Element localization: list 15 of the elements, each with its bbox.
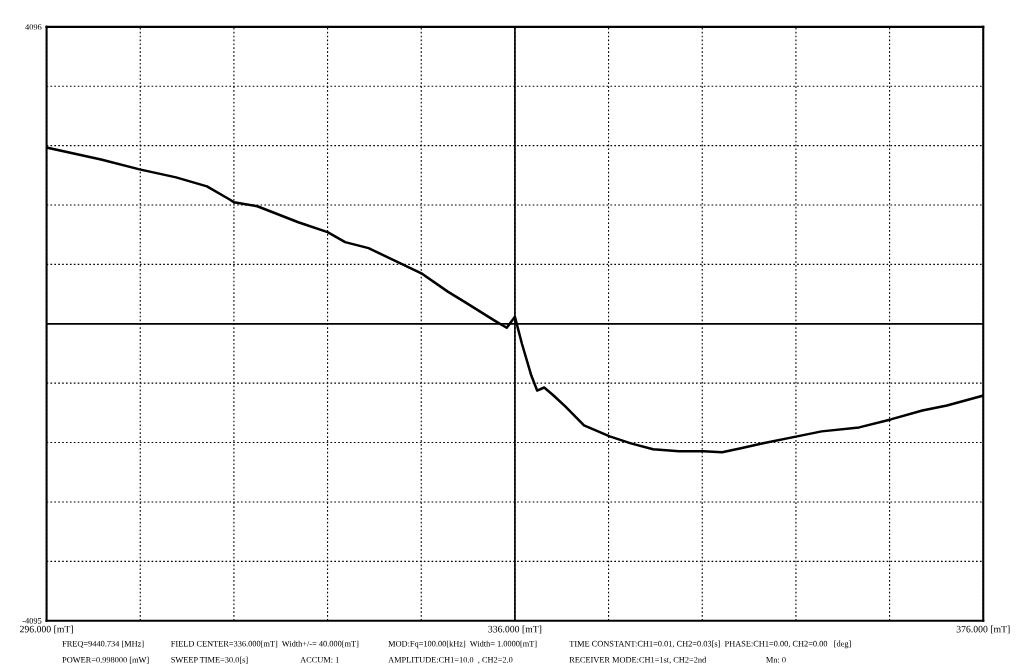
text: ACCUM: 1 (300, 657, 339, 663)
y-tick-label: -4095 (22, 618, 42, 624)
text: MOD:Fq=100.00[kHz] Width= 1.0000[mT] (388, 640, 537, 649)
text: SWEEP TIME=30.0[s] (171, 656, 248, 664)
text: RECEIVER MODE:CH1=1st, CH2=2nd (569, 656, 707, 664)
text: TIME CONSTANT:CH1=0.01, CH2=0.03[s] PHASE:CH1=0.00, CH2=0.00 [deg] (569, 640, 851, 649)
x-tick-label: 296.000 [mT] (20, 625, 73, 634)
x-tick-label: 336.000 [mT] (488, 625, 542, 634)
text: POWER=0.998000 [mW] (62, 656, 149, 664)
text: AMPLITUDE:CH1=10.0 , CH2=2.0 (388, 656, 513, 664)
y-tick-label: 4096 (25, 24, 42, 30)
text: Mn: 0 (766, 656, 786, 663)
text: FREQ=9440.734 [MHz] (62, 640, 144, 648)
text: FIELD CENTER=336.000[mT] Width+/-= 40.000[mT] (171, 640, 359, 648)
x-tick-label: 376.000 [mT] (956, 625, 1010, 634)
